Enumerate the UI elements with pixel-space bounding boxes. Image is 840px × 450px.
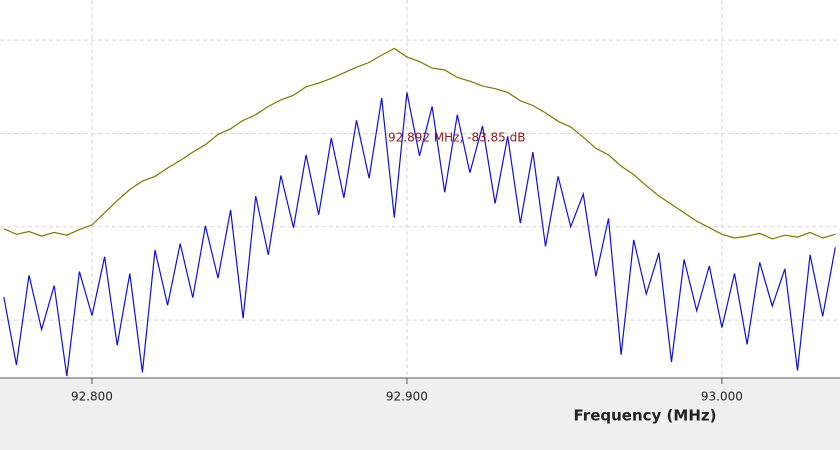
trace <box>3 92 836 377</box>
annotation: 92.892 MHz, -83.85 dB <box>388 131 525 145</box>
trace <box>3 47 836 240</box>
plot-area <box>0 0 840 378</box>
x-tick-label: 92.800 <box>71 390 113 404</box>
x-axis-label: Frequency (MHz) <box>574 407 717 425</box>
x-tick-label: 93.000 <box>701 390 743 404</box>
x-tick-label: 92.900 <box>386 390 428 404</box>
